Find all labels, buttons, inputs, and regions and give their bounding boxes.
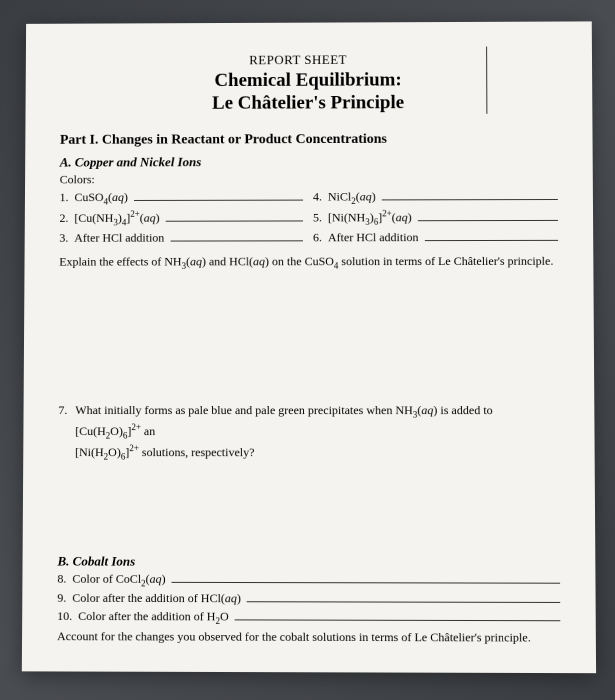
header-rule xyxy=(486,47,487,114)
item-label: After HCl addition xyxy=(74,230,164,245)
item-row: 9. Color after the addition of HCl(aq) xyxy=(57,591,560,607)
colors-label: Colors: xyxy=(59,171,557,187)
item-number: 4. xyxy=(312,190,321,205)
answer-blank[interactable] xyxy=(424,230,558,241)
item-number: 8. xyxy=(57,571,66,586)
answer-blank[interactable] xyxy=(234,609,560,621)
item-row: 10. Color after the addition of H2O xyxy=(57,609,560,627)
item-label: Color after the addition of HCl(aq) xyxy=(72,591,241,607)
item-row: 3. After HCl addition xyxy=(59,230,303,245)
item-number: 9. xyxy=(57,591,66,606)
item-label: NiCl2(aq) xyxy=(327,189,375,205)
section-a: A. Copper and Nickel Ions Colors: 1. CuSO… xyxy=(59,153,558,272)
section-a-heading: A. Copper and Nickel Ions xyxy=(59,153,557,170)
q7-text: What initially forms as pale blue and pa… xyxy=(75,402,559,463)
item-row: 6. After HCl addition xyxy=(312,230,557,245)
item-row: 2. [Cu(NH3)4]2+(aq) xyxy=(59,209,303,228)
left-column: 1. CuSO4(aq) 2. [Cu(NH3)4]2+(aq) 3. After HCl… xyxy=(59,190,303,249)
item-label: After HCl addition xyxy=(327,230,418,245)
answer-blank[interactable] xyxy=(170,230,303,241)
answer-blank[interactable] xyxy=(246,591,559,603)
items-columns: 1. CuSO4(aq) 2. [Cu(NH3)4]2+(aq) 3. After HCl… xyxy=(59,189,558,248)
section-b-items: 8. Color of CoCl2(aq) 9. Color after the ad… xyxy=(57,571,560,627)
item-number: 5. xyxy=(312,211,321,226)
item-row: 1. CuSO4(aq) xyxy=(59,190,302,207)
item-row: 8. Color of CoCl2(aq) xyxy=(57,571,560,589)
item-number: 3. xyxy=(59,231,68,246)
page-header: REPORT SHEET Chemical Equilibrium: Le Ch… xyxy=(60,51,557,115)
item-row: 4. NiCl2(aq) xyxy=(312,189,557,206)
item-number: 2. xyxy=(59,211,68,226)
answer-blank[interactable] xyxy=(133,190,302,201)
item-number: 10. xyxy=(57,609,72,624)
answer-blank[interactable] xyxy=(165,211,302,222)
section-b: B. Cobalt Ions 8. Color of CoCl2(aq) 9. Col… xyxy=(57,553,560,645)
worksheet-page: REPORT SHEET Chemical Equilibrium: Le Ch… xyxy=(21,21,595,673)
item-label: Color after the addition of H2O xyxy=(78,609,229,626)
item-label: [Ni(NH3)6]2+(aq) xyxy=(327,209,411,227)
answer-blank[interactable] xyxy=(171,572,559,584)
item-number: 1. xyxy=(59,190,68,205)
section-b-heading: B. Cobalt Ions xyxy=(57,553,560,570)
part1-title: Part I. Changes in Reactant or Product C… xyxy=(59,131,557,148)
title-main: Chemical Equilibrium: xyxy=(60,69,557,93)
answer-blank[interactable] xyxy=(417,210,557,221)
report-label: REPORT SHEET xyxy=(60,51,557,69)
item-label: CuSO4(aq) xyxy=(74,190,127,206)
title-sub: Le Châtelier's Principle xyxy=(60,92,557,115)
explain-text: Explain the effects of NH3(aq) and HCl(a… xyxy=(59,254,558,273)
question-7: 7. What initially forms as pale blue and… xyxy=(58,402,559,463)
item-label: [Cu(NH3)4]2+(aq) xyxy=(74,209,159,227)
item-number: 6. xyxy=(312,230,321,245)
item-row: 5. [Ni(NH3)6]2+(aq) xyxy=(312,208,557,227)
answer-blank[interactable] xyxy=(381,189,557,200)
account-text: Account for the changes you observed for… xyxy=(57,629,560,646)
right-column: 4. NiCl2(aq) 5. [Ni(NH3)6]2+(aq) 6. After HCl… xyxy=(312,189,557,248)
item-label: Color of CoCl2(aq) xyxy=(72,571,165,588)
q7-number: 7. xyxy=(58,402,67,463)
